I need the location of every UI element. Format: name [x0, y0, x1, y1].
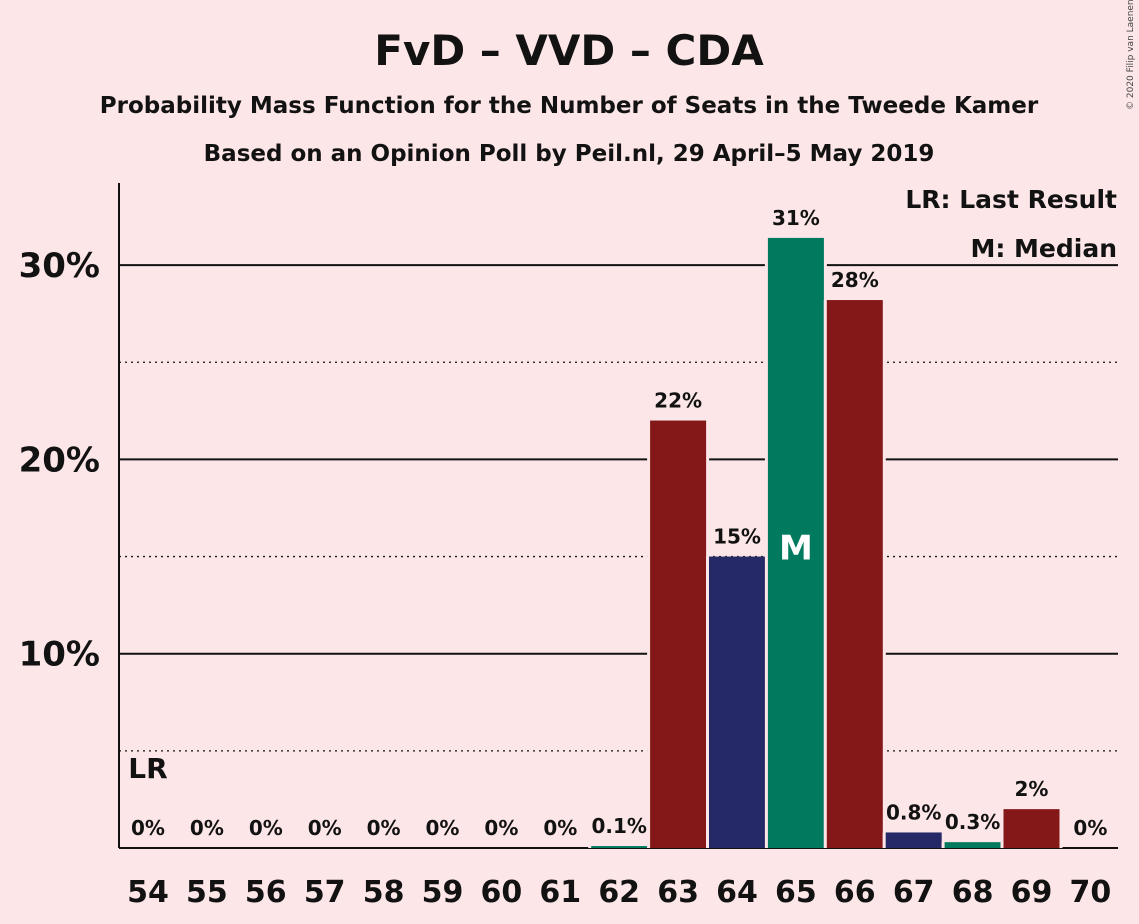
x-tick-label: 54 — [127, 875, 169, 910]
x-tick-label: 58 — [363, 875, 405, 910]
x-tick-label: 68 — [952, 875, 994, 910]
chart-subtitle-source: Based on an Opinion Poll by Peil.nl, 29 … — [204, 141, 935, 167]
x-tick-label: 62 — [598, 875, 640, 910]
x-tick-label: 60 — [481, 875, 523, 910]
legend-last-result: LR: Last Result — [905, 185, 1117, 214]
data-label-67: 0.8% — [886, 800, 941, 824]
data-label-56: 0% — [249, 816, 283, 840]
gridlines — [119, 264, 1118, 849]
x-tick-label: 61 — [539, 875, 581, 910]
data-label-61: 0% — [543, 816, 577, 840]
data-label-63: 22% — [654, 389, 702, 413]
data-label-58: 0% — [367, 816, 401, 840]
x-tick-label: 56 — [245, 875, 287, 910]
data-label-70: 0% — [1073, 816, 1107, 840]
chart-subtitle: Probability Mass Function for the Number… — [100, 93, 1039, 119]
x-tick-label: 70 — [1070, 875, 1112, 910]
data-label-64: 15% — [713, 525, 761, 549]
bar-68 — [944, 842, 1001, 848]
x-tick-label: 64 — [716, 875, 758, 910]
x-tick-label: 55 — [186, 875, 228, 910]
y-axis-labels: 10% 20% 30% — [19, 246, 100, 675]
x-tick-label: 65 — [775, 875, 817, 910]
bar-65 — [767, 237, 824, 848]
bar-67 — [885, 832, 942, 848]
y-tick-label: 10% — [19, 635, 100, 675]
bar-62 — [591, 846, 648, 848]
x-axis-labels: 54 55 56 57 58 59 60 61 62 63 64 65 66 67 68 69 70 — [127, 875, 1111, 910]
x-tick-label: 66 — [834, 875, 876, 910]
chart-title: FvD – VVD – CDA — [374, 26, 764, 75]
x-tick-label: 63 — [657, 875, 699, 910]
x-tick-label: 67 — [893, 875, 935, 910]
data-label-65: 31% — [772, 206, 820, 230]
bar-63 — [650, 420, 707, 848]
data-label-66: 28% — [831, 268, 879, 292]
legend-median: M: Median — [970, 234, 1117, 263]
data-label-60: 0% — [484, 816, 518, 840]
copyright-note: © 2020 Filip van Laenen — [1126, 0, 1136, 110]
data-label-62: 0.1% — [591, 814, 646, 838]
bars: 0%LR0% 0% 0% 0% 0% 0% 0% 0.1%22%15%31%M28%0.8% 0… — [128, 206, 1107, 849]
x-tick-label: 59 — [422, 875, 464, 910]
y-tick-label: 30% — [19, 246, 100, 286]
y-tick-label: 20% — [19, 440, 100, 480]
data-label-57: 0% — [308, 816, 342, 840]
median-marker: M — [779, 529, 813, 569]
x-tick-label: 69 — [1011, 875, 1053, 910]
bar-69 — [1003, 809, 1060, 848]
x-tick-label: 57 — [304, 875, 346, 910]
data-label-54: 0% — [131, 816, 165, 840]
bar-64 — [709, 556, 765, 848]
last-result-marker: LR — [128, 752, 167, 785]
data-label-69: 2% — [1015, 777, 1049, 801]
data-label-68: 0.3% — [945, 810, 1000, 834]
bar-66 — [826, 300, 883, 849]
data-label-59: 0% — [426, 816, 460, 840]
data-label-55: 0% — [190, 816, 224, 840]
